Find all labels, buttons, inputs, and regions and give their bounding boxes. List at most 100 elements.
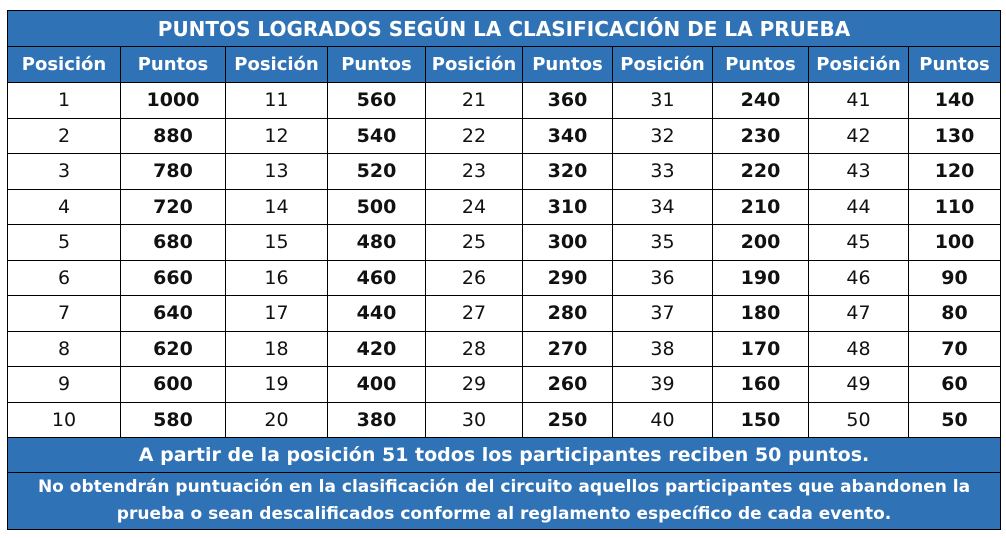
points-cell: 280 bbox=[522, 295, 613, 332]
header-posicion: Posición bbox=[425, 46, 523, 83]
header-posicion: Posición bbox=[7, 46, 121, 83]
position-cell: 5 bbox=[7, 224, 121, 261]
position-cell: 43 bbox=[808, 153, 909, 190]
position-cell: 22 bbox=[425, 117, 523, 154]
points-cell: 500 bbox=[327, 188, 426, 225]
points-cell: 160 bbox=[712, 366, 809, 403]
points-cell: 60 bbox=[907, 366, 1002, 403]
column-headers: Posición Puntos Posición Puntos Posición Punt… bbox=[7, 46, 1002, 83]
points-cell: 310 bbox=[522, 188, 613, 225]
position-cell: 14 bbox=[225, 188, 328, 225]
points-cell: 440 bbox=[327, 295, 426, 332]
position-cell: 26 bbox=[425, 259, 523, 296]
position-cell: 42 bbox=[808, 117, 909, 154]
points-cell: 220 bbox=[712, 153, 809, 190]
position-cell: 29 bbox=[425, 366, 523, 403]
position-cell: 19 bbox=[225, 366, 328, 403]
position-cell: 4 bbox=[7, 188, 121, 225]
position-cell: 35 bbox=[612, 224, 713, 261]
points-cell: 380 bbox=[327, 401, 426, 438]
points-cell: 640 bbox=[120, 295, 226, 332]
points-cell: 400 bbox=[327, 366, 426, 403]
position-cell: 48 bbox=[808, 330, 909, 367]
position-cell: 45 bbox=[808, 224, 909, 261]
table-row: 4 720 14 500 24 310 34 210 44 110 bbox=[7, 188, 1002, 225]
header-puntos: Puntos bbox=[907, 46, 1002, 83]
points-cell: 130 bbox=[907, 117, 1002, 154]
position-cell: 41 bbox=[808, 82, 909, 119]
table-row: 2 880 12 540 22 340 32 230 42 130 bbox=[7, 117, 1002, 154]
points-cell: 540 bbox=[327, 117, 426, 154]
position-cell: 47 bbox=[808, 295, 909, 332]
points-cell: 190 bbox=[712, 259, 809, 296]
position-cell: 11 bbox=[225, 82, 328, 119]
position-cell: 27 bbox=[425, 295, 523, 332]
points-cell: 210 bbox=[712, 188, 809, 225]
table-title: PUNTOS LOGRADOS SEGÚN LA CLASIFICACIÓN D… bbox=[6, 10, 1002, 47]
points-cell: 460 bbox=[327, 259, 426, 296]
position-cell: 28 bbox=[425, 330, 523, 367]
points-table: PUNTOS LOGRADOS SEGÚN LA CLASIFICACIÓN D… bbox=[6, 10, 1002, 530]
position-cell: 15 bbox=[225, 224, 328, 261]
header-posicion: Posición bbox=[808, 46, 909, 83]
header-puntos: Puntos bbox=[522, 46, 613, 83]
points-cell: 680 bbox=[120, 224, 226, 261]
position-cell: 40 bbox=[612, 401, 713, 438]
footer-note-disqualification: No obtendrán puntuación en la clasificac… bbox=[6, 472, 1002, 530]
position-cell: 2 bbox=[7, 117, 121, 154]
points-cell: 80 bbox=[907, 295, 1002, 332]
position-cell: 32 bbox=[612, 117, 713, 154]
table-row: 5 680 15 480 25 300 35 200 45 100 bbox=[7, 224, 1002, 261]
points-cell: 660 bbox=[120, 259, 226, 296]
points-cell: 520 bbox=[327, 153, 426, 190]
position-cell: 24 bbox=[425, 188, 523, 225]
points-cell: 170 bbox=[712, 330, 809, 367]
points-cell: 480 bbox=[327, 224, 426, 261]
table-row: 8 620 18 420 28 270 38 170 48 70 bbox=[7, 330, 1002, 367]
position-cell: 10 bbox=[7, 401, 121, 438]
points-cell: 50 bbox=[907, 401, 1002, 438]
position-cell: 3 bbox=[7, 153, 121, 190]
position-cell: 46 bbox=[808, 259, 909, 296]
points-cell: 780 bbox=[120, 153, 226, 190]
position-cell: 25 bbox=[425, 224, 523, 261]
points-cell: 110 bbox=[907, 188, 1002, 225]
header-posicion: Posición bbox=[612, 46, 713, 83]
points-cell: 560 bbox=[327, 82, 426, 119]
position-cell: 36 bbox=[612, 259, 713, 296]
points-cell: 270 bbox=[522, 330, 613, 367]
position-cell: 1 bbox=[7, 82, 121, 119]
points-cell: 340 bbox=[522, 117, 613, 154]
points-cell: 140 bbox=[907, 82, 1002, 119]
header-puntos: Puntos bbox=[327, 46, 426, 83]
points-cell: 290 bbox=[522, 259, 613, 296]
position-cell: 8 bbox=[7, 330, 121, 367]
points-cell: 420 bbox=[327, 330, 426, 367]
position-cell: 20 bbox=[225, 401, 328, 438]
position-cell: 7 bbox=[7, 295, 121, 332]
points-cell: 150 bbox=[712, 401, 809, 438]
position-cell: 31 bbox=[612, 82, 713, 119]
points-cell: 240 bbox=[712, 82, 809, 119]
points-cell: 200 bbox=[712, 224, 809, 261]
header-puntos: Puntos bbox=[712, 46, 809, 83]
points-cell: 620 bbox=[120, 330, 226, 367]
points-cell: 600 bbox=[120, 366, 226, 403]
table-row: 10 580 20 380 30 250 40 150 50 50 bbox=[7, 401, 1002, 438]
points-cell: 90 bbox=[907, 259, 1002, 296]
position-cell: 18 bbox=[225, 330, 328, 367]
header-posicion: Posición bbox=[225, 46, 328, 83]
points-cell: 720 bbox=[120, 188, 226, 225]
table-body: 1 1000 11 560 21 360 31 240 41 140 2 880 12 540 22 340 3… bbox=[7, 82, 1002, 438]
table-row: 9 600 19 400 29 260 39 160 49 60 bbox=[7, 366, 1002, 403]
points-cell: 180 bbox=[712, 295, 809, 332]
position-cell: 12 bbox=[225, 117, 328, 154]
points-cell: 880 bbox=[120, 117, 226, 154]
points-cell: 230 bbox=[712, 117, 809, 154]
position-cell: 30 bbox=[425, 401, 523, 438]
points-cell: 580 bbox=[120, 401, 226, 438]
header-puntos: Puntos bbox=[120, 46, 226, 83]
points-cell: 250 bbox=[522, 401, 613, 438]
position-cell: 44 bbox=[808, 188, 909, 225]
table-row: 7 640 17 440 27 280 37 180 47 80 bbox=[7, 295, 1002, 332]
